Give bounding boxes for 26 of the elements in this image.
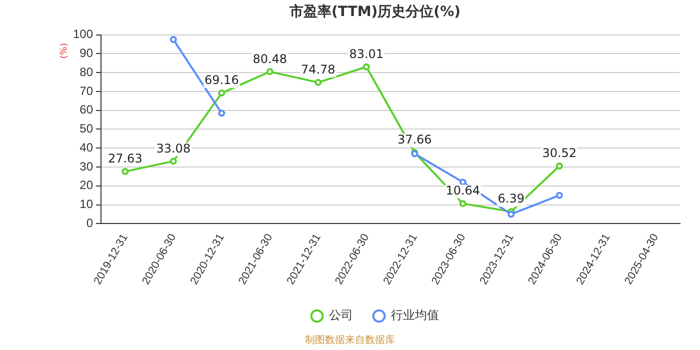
y-tick-label: 0 (86, 216, 94, 230)
y-tick-label: 20 (80, 178, 94, 192)
y-tick-label: 50 (80, 122, 94, 136)
data-label: 30.52 (542, 146, 577, 160)
y-tick-label: 100 (72, 27, 94, 42)
legend-label: 行业均值 (391, 308, 439, 322)
y-tick-label: 90 (80, 46, 94, 60)
data-label: 69.16 (204, 73, 239, 88)
y-tick-label: 80 (80, 64, 94, 79)
data-label: 80.48 (252, 52, 288, 66)
y-tick-label: 30 (80, 159, 94, 174)
data-label: 74.78 (300, 62, 336, 77)
data-label: 37.66 (397, 132, 432, 147)
y-tick-label: 10 (80, 197, 94, 212)
chart-title: 市盈率(TTM)历史分位(%) (288, 3, 460, 20)
y-axis-title: (%) (59, 43, 70, 59)
y-tick-label: 60 (80, 102, 94, 117)
text: 制图数据来自数据库 (304, 334, 396, 347)
legend-label: 公司 (329, 308, 353, 322)
data-label: 10.64 (446, 184, 480, 198)
data-label: 6.39 (498, 192, 524, 206)
data-label: 83.01 (349, 47, 384, 62)
y-tick-label: 70 (80, 84, 94, 98)
data-label: 27.63 (108, 152, 142, 166)
y-tick-label: 40 (80, 140, 94, 154)
data-label: 33.08 (156, 141, 191, 156)
